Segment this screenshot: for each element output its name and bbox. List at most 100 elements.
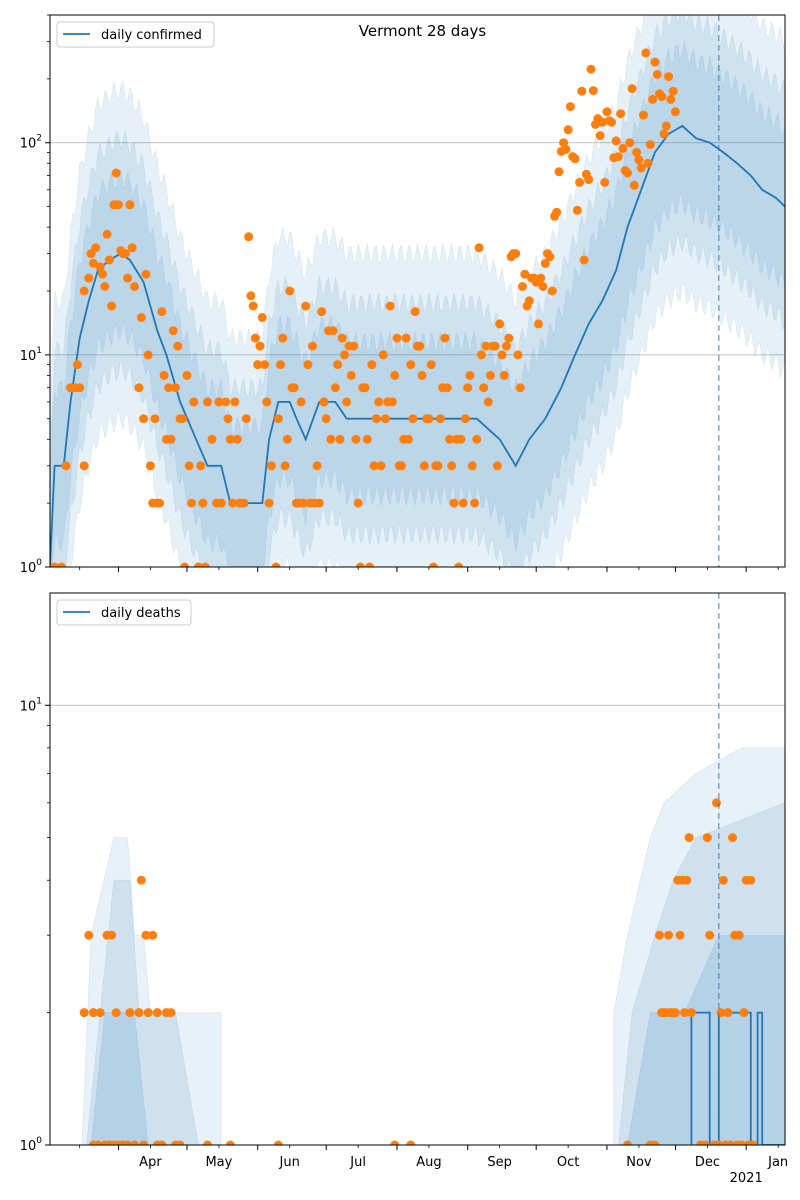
data-point	[686, 1008, 696, 1018]
data-point	[95, 262, 105, 272]
y-tick-label: 101	[20, 346, 42, 364]
x-tick-label: Jun	[279, 1155, 300, 1170]
data-point	[486, 370, 495, 380]
data-point	[333, 360, 343, 370]
data-point	[221, 397, 231, 407]
data-point	[244, 232, 254, 242]
x-year-label: 2021	[730, 1171, 763, 1186]
data-point	[88, 258, 98, 268]
data-point	[91, 243, 101, 253]
data-point	[230, 397, 240, 407]
data-point	[465, 370, 475, 380]
data-point	[360, 383, 370, 393]
data-point	[424, 414, 434, 424]
confidence-band	[50, 15, 785, 567]
x-tick-label: May	[205, 1155, 232, 1170]
data-point	[164, 383, 174, 393]
data-point	[125, 1008, 135, 1018]
data-point	[390, 1140, 400, 1145]
data-point	[670, 1008, 680, 1018]
data-point	[271, 562, 281, 567]
data-point	[664, 930, 674, 940]
data-point	[433, 461, 443, 471]
data-point	[540, 258, 550, 268]
data-point	[282, 434, 292, 444]
data-point	[107, 301, 117, 311]
data-point	[513, 350, 523, 360]
data-point	[442, 383, 452, 393]
data-point	[182, 370, 192, 380]
y-tick-label: 100	[20, 558, 43, 576]
data-point	[460, 414, 470, 424]
data-point	[111, 1008, 121, 1018]
x-tick-label: Jan	[767, 1155, 788, 1170]
data-point	[390, 370, 400, 380]
plot-area	[50, 704, 785, 1145]
data-point	[499, 370, 509, 380]
legend-box	[56, 599, 192, 626]
data-point	[561, 144, 571, 154]
data-point	[214, 397, 224, 407]
data-point	[353, 498, 363, 508]
data-point	[342, 397, 352, 407]
data-point	[193, 562, 203, 567]
data-point	[401, 333, 411, 343]
data-point	[682, 875, 692, 885]
data-point	[458, 498, 468, 508]
x-tick-label: Oct	[557, 1155, 579, 1170]
data-point	[180, 562, 190, 567]
data-point	[114, 200, 123, 210]
series-line	[690, 1011, 785, 1145]
chart-title: Vermont 28 days	[359, 22, 487, 40]
data-point	[75, 383, 85, 393]
data-point	[470, 498, 480, 508]
data-point	[511, 249, 521, 259]
data-point	[250, 333, 260, 343]
data-point	[429, 562, 438, 567]
data-point	[597, 117, 607, 127]
data-point	[246, 291, 256, 301]
x-tick-label: Dec	[695, 1155, 720, 1170]
data-point	[600, 177, 610, 187]
confirmed-panel: 100 101 102 Vermont 28 days daily confirmed	[20, 14, 786, 576]
data-point	[406, 360, 416, 370]
data-point	[203, 1140, 212, 1145]
data-point	[705, 930, 715, 940]
data-point	[365, 562, 375, 567]
data-point	[392, 333, 402, 343]
data-point	[629, 180, 639, 190]
data-point	[456, 434, 466, 444]
data-point	[520, 269, 530, 279]
data-point	[410, 307, 420, 317]
data-point	[228, 498, 238, 508]
data-point	[668, 86, 678, 96]
data-point	[159, 370, 169, 380]
data-point	[362, 434, 372, 444]
data-point	[150, 414, 160, 424]
data-point	[645, 140, 655, 150]
data-point	[184, 461, 194, 471]
legend-label: daily deaths	[101, 606, 181, 621]
data-point	[157, 1140, 167, 1145]
data-point	[661, 121, 671, 131]
data-point	[232, 434, 242, 444]
data-point	[664, 72, 674, 82]
data-point	[588, 86, 598, 96]
data-point	[463, 383, 473, 393]
data-point	[200, 562, 210, 567]
axes-frame	[49, 592, 786, 1146]
data-point	[666, 94, 676, 104]
data-point	[351, 434, 361, 444]
data-point	[577, 86, 587, 96]
data-point	[575, 177, 585, 187]
x-tick-label: Aug	[416, 1155, 441, 1170]
data-point	[264, 498, 274, 508]
data-point	[447, 461, 457, 471]
data-point	[702, 833, 712, 843]
data-point	[123, 273, 133, 283]
confidence-band	[50, 15, 785, 567]
data-point	[602, 107, 612, 117]
data-point	[408, 414, 418, 424]
legend: daily confirmed	[56, 21, 215, 48]
